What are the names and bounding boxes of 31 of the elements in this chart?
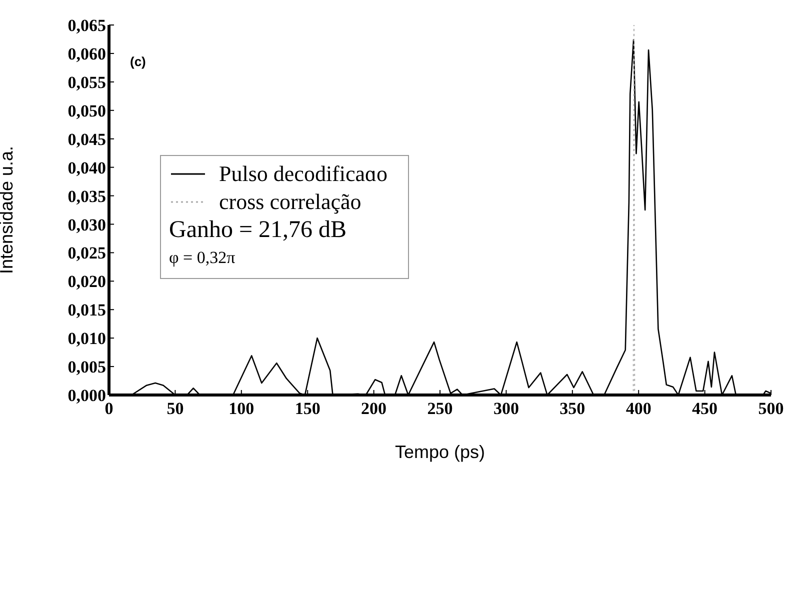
- x-tick-label: 200: [361, 399, 387, 418]
- annotation: Ganho = 21,76 dB: [169, 216, 348, 244]
- legend-label: cross correlação: [219, 188, 362, 216]
- y-tick-label: 0,055: [68, 72, 106, 92]
- x-tick-label: 400: [626, 399, 652, 418]
- y-tick-label: 0,060: [68, 44, 106, 64]
- x-tick-label: 150: [294, 399, 320, 418]
- annotation: (c): [130, 54, 146, 69]
- y-tick-label: 0,000: [68, 386, 106, 406]
- x-tick-label: 300: [493, 399, 519, 418]
- y-tick-label: 0,065: [68, 16, 106, 36]
- x-tick-label: 450: [692, 399, 718, 418]
- y-tick-label: 0,040: [68, 158, 106, 178]
- y-tick-label: 0,045: [68, 130, 106, 149]
- y-tick-label: 0,025: [68, 244, 106, 263]
- y-tick-label: 0,035: [68, 186, 106, 206]
- annotation: φ = 0,32π: [169, 247, 236, 269]
- x-tick-label: 500: [758, 399, 784, 418]
- x-tick-label: 100: [228, 399, 254, 418]
- x-axis-title: Tempo (ps): [394, 442, 486, 462]
- x-tick-label: 350: [560, 399, 586, 418]
- y-tick-label: 0,010: [68, 329, 106, 348]
- y-tick-label: 0,015: [68, 300, 106, 320]
- x-tick-label: 250: [427, 399, 453, 418]
- y-tick-label: 0,030: [68, 215, 106, 234]
- x-tick-label: 50: [166, 399, 184, 418]
- legend-label: Pulso decodificaɑo: [219, 160, 388, 188]
- y-tick-label: 0,050: [68, 101, 106, 120]
- x-tick-label: 0: [104, 399, 114, 418]
- y-tick-label: 0,020: [68, 272, 106, 292]
- y-tick-label: 0,005: [68, 358, 106, 377]
